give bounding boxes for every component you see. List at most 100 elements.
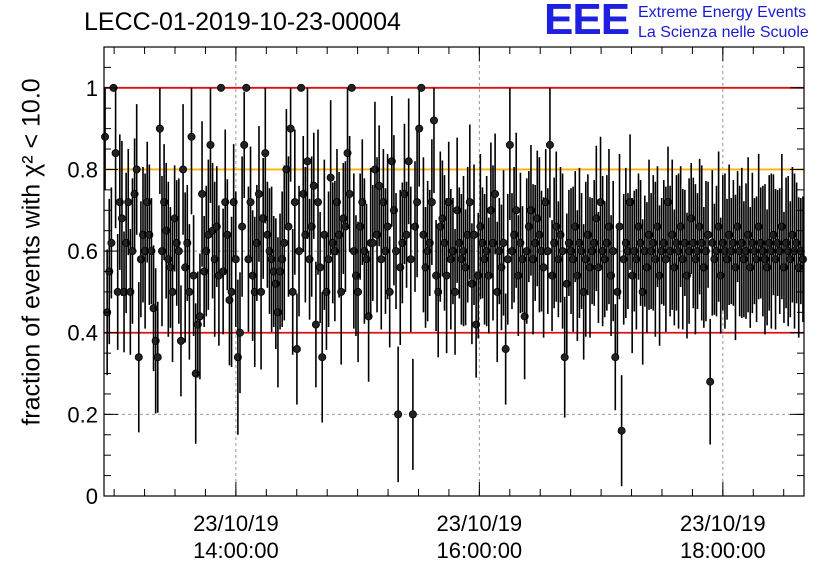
data-point xyxy=(286,124,295,133)
data-point xyxy=(290,198,299,207)
chart-title: LECC-01-2019-10-23-00004 xyxy=(84,8,401,36)
data-point xyxy=(413,198,422,207)
data-point xyxy=(539,263,548,272)
y-tick-label: 0 xyxy=(86,484,98,509)
data-point xyxy=(185,287,194,296)
data-point xyxy=(235,328,244,337)
data-point xyxy=(394,410,403,419)
data-point xyxy=(383,222,392,231)
data-point xyxy=(404,157,413,166)
data-point xyxy=(303,157,312,166)
data-point xyxy=(415,124,424,133)
data-point xyxy=(155,124,164,133)
data-point xyxy=(153,353,162,362)
data-point xyxy=(238,222,247,231)
data-point xyxy=(316,263,325,272)
data-point xyxy=(402,230,411,239)
y-tick-label: 1 xyxy=(86,76,98,101)
data-point xyxy=(392,247,401,256)
data-point xyxy=(377,255,386,264)
data-point xyxy=(326,173,335,182)
data-point xyxy=(311,320,320,329)
data-point xyxy=(558,247,567,256)
data-point xyxy=(512,206,521,215)
data-point xyxy=(347,83,356,92)
data-point xyxy=(198,189,207,198)
data-point xyxy=(442,271,451,280)
data-point xyxy=(240,140,249,149)
data-point xyxy=(324,255,333,264)
data-point xyxy=(611,353,620,362)
logo-mark: EEE xyxy=(544,0,630,44)
data-point xyxy=(345,189,354,198)
data-point xyxy=(354,287,363,296)
eee-logo: EEE Extreme Energy Events La Scienza nel… xyxy=(544,0,834,46)
data-point xyxy=(385,287,394,296)
data-point xyxy=(231,255,240,264)
data-point xyxy=(284,222,293,231)
data-point xyxy=(375,181,384,190)
data-point xyxy=(503,255,512,264)
data-point xyxy=(501,345,510,354)
data-point xyxy=(451,287,460,296)
data-points xyxy=(101,83,807,487)
data-point xyxy=(257,287,266,296)
data-point xyxy=(254,189,263,198)
x-tick-date-label: 23/10/19 xyxy=(437,511,523,536)
data-point xyxy=(309,181,318,190)
data-point xyxy=(408,410,417,419)
data-point xyxy=(261,149,270,158)
data-point xyxy=(417,83,426,92)
data-point xyxy=(168,287,177,296)
data-point xyxy=(217,83,226,92)
data-point xyxy=(187,132,196,141)
y-ticks: 0 0.2 0.4 0.6 0.8 1 xyxy=(67,46,804,509)
data-point xyxy=(206,140,215,149)
data-point xyxy=(288,287,297,296)
y-tick-label: 0.4 xyxy=(67,321,98,346)
data-point xyxy=(124,198,133,207)
data-point xyxy=(117,214,126,223)
data-point xyxy=(176,336,185,345)
x-tick-time-label: 16:00:00 xyxy=(437,538,523,563)
y-tick-label: 0.8 xyxy=(67,157,98,182)
data-point xyxy=(798,255,807,264)
data-point xyxy=(195,312,204,321)
data-point xyxy=(609,247,618,256)
data-point xyxy=(227,287,236,296)
data-point xyxy=(427,198,436,207)
data-point xyxy=(242,83,251,92)
y-tick-label: 0.6 xyxy=(67,239,98,264)
data-point xyxy=(615,222,624,231)
x-tick-date-label: 23/10/19 xyxy=(193,511,279,536)
data-point xyxy=(617,426,626,435)
data-point xyxy=(706,377,715,386)
data-point xyxy=(101,132,110,141)
data-point xyxy=(314,198,323,207)
data-point xyxy=(465,198,474,207)
data-point xyxy=(429,116,438,125)
y-tick-label: 0.2 xyxy=(67,402,98,427)
data-point xyxy=(174,247,183,256)
x-tick-time-label: 18:00:00 xyxy=(680,538,766,563)
data-point xyxy=(545,140,554,149)
data-point xyxy=(179,165,188,174)
data-point xyxy=(318,353,327,362)
data-point xyxy=(297,83,306,92)
data-point xyxy=(499,238,508,247)
data-point xyxy=(295,247,304,256)
logo-line-2: La Scienza nelle Scuole xyxy=(638,24,809,41)
data-point xyxy=(246,198,255,207)
data-point xyxy=(368,238,377,247)
data-point xyxy=(470,230,479,239)
x-tick-date-label: 23/10/19 xyxy=(680,511,766,536)
x-tick-time-label: 14:00:00 xyxy=(193,538,279,563)
data-point xyxy=(491,189,500,198)
data-point xyxy=(134,353,143,362)
data-point xyxy=(132,165,141,174)
data-point xyxy=(543,247,552,256)
data-point xyxy=(704,230,713,239)
data-point xyxy=(107,238,116,247)
logo-line-1: Extreme Energy Events xyxy=(638,4,807,21)
